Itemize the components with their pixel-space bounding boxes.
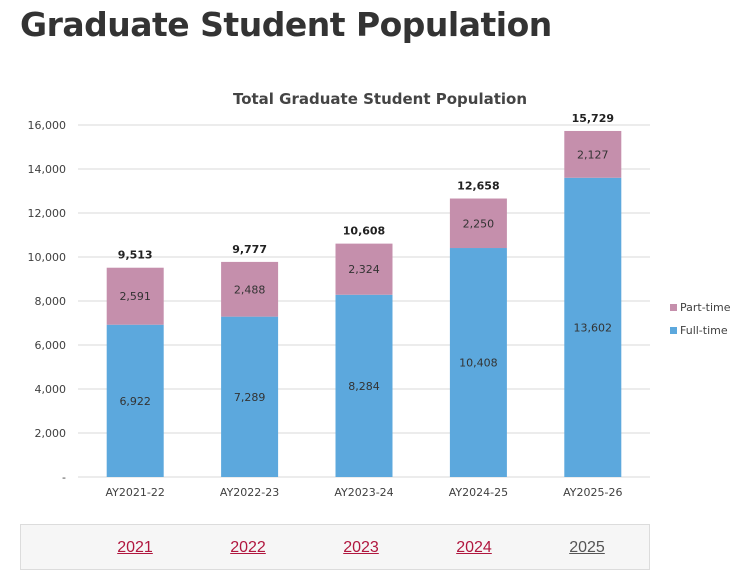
bar-segment-part-time xyxy=(335,243,393,295)
y-tick-label: - xyxy=(62,471,66,484)
bar-segment-part-time xyxy=(449,198,507,249)
legend-label-part-time: Part-time xyxy=(680,301,731,314)
stacked-bar-chart: Total Graduate Student Population - 2,000… xyxy=(28,90,731,499)
year-link-2021[interactable]: 2021 xyxy=(117,539,153,556)
chart-title: Total Graduate Student Population xyxy=(233,90,527,108)
x-tick-label: AY2025-26 xyxy=(563,486,622,499)
bar-segment-full-time xyxy=(335,294,393,477)
y-tick-label: 2,000 xyxy=(35,427,67,440)
year-link-2024[interactable]: 2024 xyxy=(456,539,492,556)
year-link-2025[interactable]: 2025 xyxy=(569,539,605,556)
y-tick-label: 6,000 xyxy=(35,339,67,352)
x-tick-label: AY2023-24 xyxy=(334,486,393,499)
bar-segment-full-time xyxy=(106,324,164,477)
total-label: 15,729 xyxy=(572,112,614,125)
y-tick-label: 4,000 xyxy=(35,383,67,396)
segment-label-part-time: 2,324 xyxy=(348,263,380,276)
bar-segment-full-time xyxy=(221,316,279,477)
total-label: 12,658 xyxy=(457,180,499,193)
x-tick-label: AY2024-25 xyxy=(449,486,508,499)
bar-segment-part-time xyxy=(221,261,279,317)
legend: Part-time Full-time xyxy=(670,301,731,337)
segment-label-full-time: 6,922 xyxy=(119,395,151,408)
total-label: 9,513 xyxy=(118,249,153,262)
year-navigation: 2021 2022 2023 2024 2025 xyxy=(20,524,650,570)
bar-segment-full-time xyxy=(564,177,622,478)
segment-label-full-time: 8,284 xyxy=(348,380,380,393)
segment-label-full-time: 7,289 xyxy=(234,391,266,404)
y-axis-ticks: - 2,000 4,000 6,000 8,000 10,000 12,000 14,000 1… xyxy=(28,119,67,484)
legend-swatch-part-time xyxy=(670,304,677,311)
bar-segment-part-time xyxy=(564,130,622,178)
data-labels: 6,922 2,591 9,513 7,289 2,488 9,777 8,284 2,324… xyxy=(118,112,614,408)
y-tick-label: 16,000 xyxy=(28,119,67,132)
page-title: Graduate Student Population xyxy=(20,5,552,44)
bar-segment-part-time xyxy=(106,267,164,325)
y-tick-label: 12,000 xyxy=(28,207,67,220)
bars xyxy=(106,130,622,478)
year-link-2023[interactable]: 2023 xyxy=(343,539,379,556)
bar-segment-full-time xyxy=(449,248,507,477)
y-tick-label: 14,000 xyxy=(28,163,67,176)
segment-label-part-time: 2,127 xyxy=(577,148,609,161)
segment-label-part-time: 2,250 xyxy=(463,217,495,230)
legend-swatch-full-time xyxy=(670,327,677,334)
total-label: 9,777 xyxy=(232,243,267,256)
chart-container: Total Graduate Student Population - 2,000… xyxy=(0,80,745,510)
total-label: 10,608 xyxy=(343,225,385,238)
segment-label-part-time: 2,591 xyxy=(119,290,151,303)
x-tick-label: AY2022-23 xyxy=(220,486,279,499)
y-tick-label: 8,000 xyxy=(35,295,67,308)
y-tick-label: 10,000 xyxy=(28,251,67,264)
x-tick-label: AY2021-22 xyxy=(106,486,165,499)
year-link-2022[interactable]: 2022 xyxy=(230,539,266,556)
segment-label-full-time: 10,408 xyxy=(459,357,498,370)
segment-label-part-time: 2,488 xyxy=(234,283,266,296)
legend-label-full-time: Full-time xyxy=(680,324,728,337)
x-axis-ticks: AY2021-22 AY2022-23 AY2023-24 AY2024-25 AY20… xyxy=(106,486,623,499)
segment-label-full-time: 13,602 xyxy=(574,321,613,334)
